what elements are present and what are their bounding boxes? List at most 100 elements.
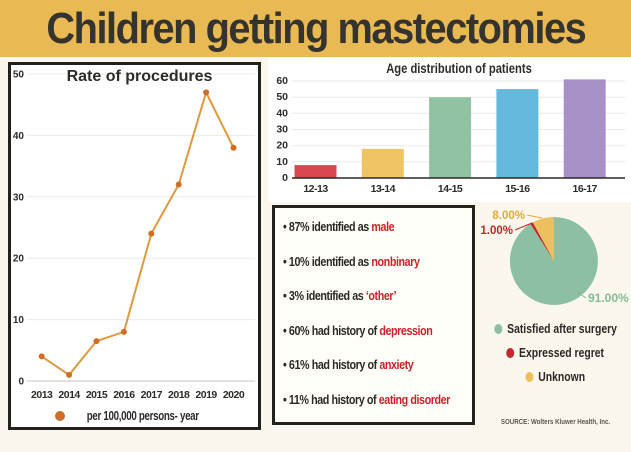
stat-highlight: eating disorder bbox=[378, 392, 451, 407]
x-tick-label: 13-14 bbox=[371, 183, 396, 195]
bullet-icon: • bbox=[283, 323, 287, 338]
data-point bbox=[38, 353, 45, 360]
x-tick-label: 2014 bbox=[58, 389, 80, 401]
stat-row: • 10% identified as nonbinary bbox=[283, 255, 442, 269]
bar bbox=[361, 148, 404, 178]
stat-highlight: nonbinary bbox=[371, 254, 420, 269]
stat-text: 3% identified as bbox=[288, 289, 366, 304]
x-tick-label: 2020 bbox=[223, 389, 245, 401]
pie-chart-svg: 91.00% 1.00% 8.00% bbox=[480, 210, 629, 305]
stat-row: • 11% had history of eating disorder bbox=[283, 392, 450, 407]
stat-highlight: anxiety bbox=[379, 358, 414, 373]
pie-slice bbox=[509, 217, 598, 305]
bar-chart-title: Age distribution of patients bbox=[292, 60, 625, 76]
data-point bbox=[175, 181, 182, 188]
pie-slice bbox=[532, 216, 554, 261]
data-point bbox=[203, 89, 210, 96]
line-series bbox=[41, 89, 235, 377]
y-tick-label: 30 bbox=[13, 192, 25, 203]
stat-text: 60% had history of bbox=[288, 323, 380, 338]
x-tick-label: 2016 bbox=[113, 389, 135, 401]
stat-row: • 3% identified as ‘other’ bbox=[283, 289, 442, 303]
y-tick-label: 10 bbox=[13, 315, 25, 326]
y-tick-label: 0 bbox=[18, 377, 24, 388]
y-tick-label: 20 bbox=[13, 254, 25, 265]
x-tick-label: 2018 bbox=[168, 389, 190, 401]
y-tick-label: 0 bbox=[282, 172, 288, 184]
leader-line bbox=[514, 222, 533, 231]
x-tick-label: 2017 bbox=[141, 389, 163, 401]
pie-chart-region: 91.00% 1.00% 8.00% bbox=[480, 203, 631, 320]
pie-legend-label: Expressed regret bbox=[519, 345, 605, 360]
y-tick-label: 40 bbox=[13, 131, 25, 142]
stat-row: • 60% had history of depression bbox=[283, 324, 442, 338]
source-text: SOURCE: Wolters Kluwer Health, Inc. bbox=[500, 417, 611, 426]
stat-highlight: ‘other’ bbox=[365, 289, 397, 304]
x-tick-label: 2013 bbox=[31, 389, 53, 401]
pie-label: 1.00% bbox=[480, 225, 513, 237]
pie-slice bbox=[530, 222, 554, 261]
line-chart-panel: 0 10 20 30 40 50 2013 2014 2015 2016 2017 2018 2019 2… bbox=[8, 62, 261, 430]
header-band: Children getting mastectomies bbox=[0, 0, 631, 57]
stat-text: 61% had history of bbox=[288, 358, 380, 373]
line-legend-label: per 100,000 persons- year bbox=[86, 409, 199, 423]
leader-line bbox=[526, 214, 543, 219]
data-point bbox=[148, 230, 155, 237]
y-tick-label: 50 bbox=[276, 91, 288, 103]
stat-highlight: male bbox=[371, 220, 395, 234]
data-point bbox=[93, 338, 100, 345]
line-chart-title: Rate of procedures bbox=[66, 68, 213, 85]
stat-row: • 87% identified as male bbox=[283, 220, 442, 234]
bullet-icon: • bbox=[283, 254, 287, 269]
pie-label: 8.00% bbox=[492, 210, 525, 222]
data-point bbox=[230, 144, 237, 151]
data-point bbox=[66, 371, 73, 378]
pie-legend-label: Satisfied after surgery bbox=[506, 321, 617, 336]
bullet-icon: • bbox=[283, 392, 287, 407]
line-chart-legend: per 100,000 persons- year bbox=[11, 409, 258, 423]
bullet-icon: • bbox=[283, 289, 287, 304]
pie-legend-label: Unknown bbox=[538, 369, 586, 384]
y-tick-label: 60 bbox=[276, 75, 288, 87]
page-title: Children getting mastectomies bbox=[45, 3, 586, 53]
bar-chart-svg: 0 10 20 30 40 50 60 12-13 13-14 14-15 15-16 16-17 bbox=[276, 75, 625, 195]
stat-text: 87% identified as bbox=[288, 220, 372, 234]
bullet-icon: • bbox=[283, 220, 287, 234]
stat-text: 11% had history of bbox=[288, 392, 379, 407]
bullet-icon: • bbox=[283, 358, 287, 373]
y-tick-label: 10 bbox=[276, 156, 288, 168]
legend-dot-icon bbox=[525, 371, 534, 382]
stat-row: • 61% had history of anxiety bbox=[283, 358, 442, 372]
bar-chart-panel: 0 10 20 30 40 50 60 12-13 13-14 14-15 15-16 16-17 A… bbox=[268, 58, 631, 202]
bar bbox=[496, 89, 539, 178]
pie-legend-row: Unknown bbox=[525, 369, 586, 384]
pie-legend: Satisfied after surgery Expressed regret… bbox=[480, 321, 631, 384]
bar bbox=[563, 79, 606, 178]
legend-dot-icon bbox=[54, 411, 65, 421]
line-chart-svg: 0 10 20 30 40 50 2013 2014 2015 2016 2017 2018 2019 2… bbox=[13, 70, 255, 401]
legend-dot-icon bbox=[494, 323, 503, 334]
pie-label: 91.00% bbox=[588, 291, 629, 305]
bar bbox=[429, 97, 472, 178]
x-tick-label: 14-15 bbox=[438, 183, 463, 195]
leader-line bbox=[576, 291, 587, 299]
y-tick-label: 40 bbox=[276, 107, 288, 119]
y-tick-label: 50 bbox=[13, 70, 25, 81]
bar bbox=[294, 165, 337, 178]
data-point bbox=[120, 328, 127, 335]
y-tick-label: 30 bbox=[276, 124, 288, 136]
x-tick-label: 2015 bbox=[86, 389, 108, 401]
bar-chart-title-text: Age distribution of patients bbox=[385, 60, 532, 76]
x-tick-label: 16-17 bbox=[573, 183, 598, 195]
x-tick-label: 2019 bbox=[195, 389, 217, 401]
pie-legend-row: Satisfied after surgery bbox=[494, 321, 617, 336]
stat-highlight: depression bbox=[379, 323, 433, 338]
legend-dot-icon bbox=[506, 347, 515, 358]
pie-legend-row: Expressed regret bbox=[506, 345, 605, 360]
y-tick-label: 20 bbox=[276, 140, 288, 152]
stats-box: • 87% identified as male • 10% identified … bbox=[272, 205, 475, 425]
x-tick-label: 15-16 bbox=[505, 183, 530, 195]
stat-text: 10% identified as bbox=[288, 254, 372, 269]
x-tick-label: 12-13 bbox=[303, 183, 328, 195]
